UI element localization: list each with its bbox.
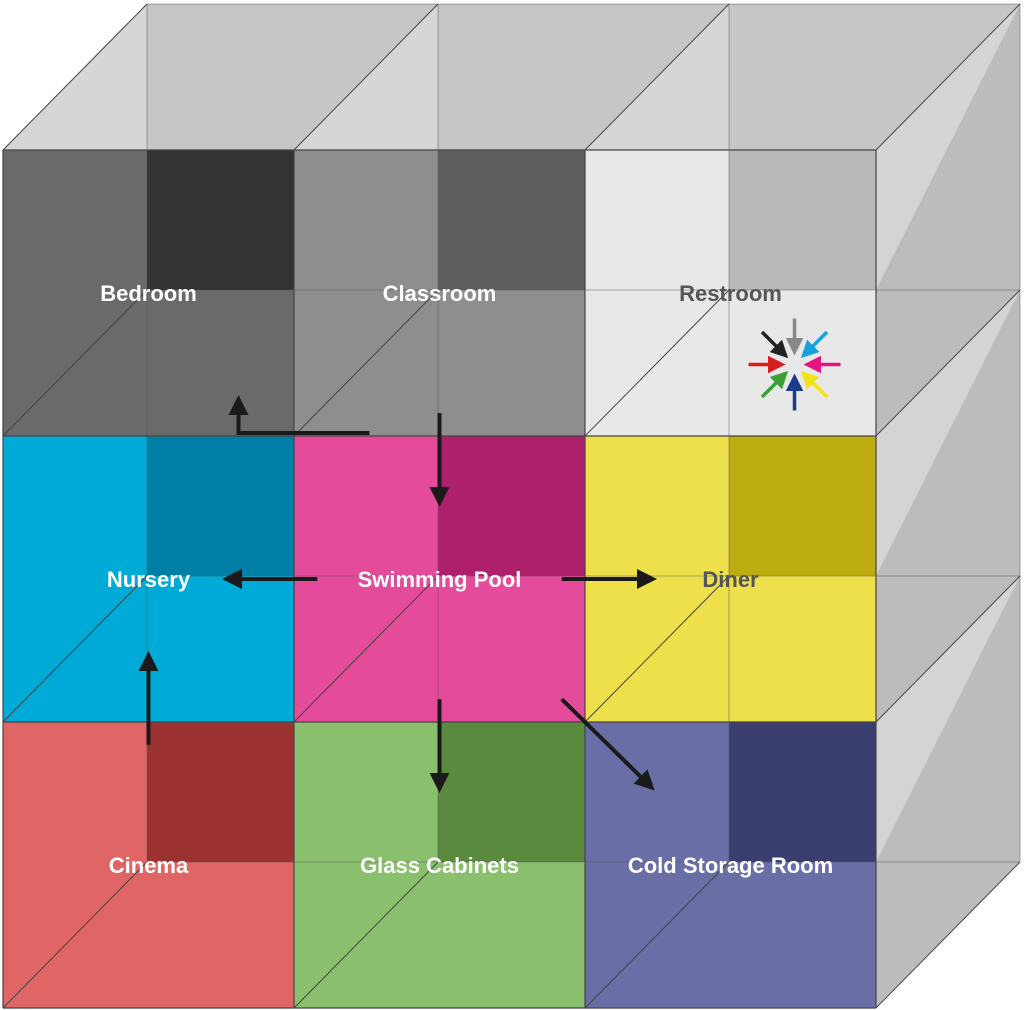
cube-right-shade — [876, 576, 1020, 862]
room-floor — [294, 290, 585, 436]
room-label-restroom: Restroom — [679, 281, 782, 306]
depth-edge — [584, 575, 730, 723]
room-back-wall — [147, 722, 294, 862]
room-back-wall — [729, 436, 876, 576]
room-back-wall — [147, 150, 294, 290]
room-floor — [3, 290, 294, 436]
room-floor — [3, 576, 294, 722]
cube-right-shade — [876, 4, 1020, 290]
legend-arrow — [800, 330, 829, 359]
depth-edge — [2, 289, 148, 437]
depth-edge — [584, 3, 730, 151]
room-glass-cabinets — [294, 722, 585, 1008]
room-label-nursery: Nursery — [107, 567, 191, 592]
depth-edge — [2, 861, 148, 1009]
room-back-wall — [438, 722, 585, 862]
arrow-swimming-pool-to-cold-storage-room — [560, 697, 655, 791]
room-floor — [585, 290, 876, 436]
depth-edge — [2, 3, 148, 151]
room-classroom — [294, 150, 585, 436]
room-floor — [585, 576, 876, 722]
room-floor — [294, 576, 585, 722]
room-label-bedroom: Bedroom — [100, 281, 197, 306]
room-bedroom — [3, 150, 294, 436]
legend-arrow — [760, 370, 789, 399]
depth-edge — [584, 861, 730, 1009]
depth-edge — [293, 575, 439, 723]
cube-edges-layer — [2, 3, 1021, 1009]
room-back-wall — [147, 436, 294, 576]
depth-edge — [875, 289, 1021, 437]
room-label-cinema: Cinema — [109, 853, 189, 878]
labels-layer: Bedroom Classroom Restroom Nursery Swimming … — [100, 281, 833, 878]
depth-edge — [293, 861, 439, 1009]
room-restroom — [585, 150, 876, 436]
room-back-wall — [729, 150, 876, 290]
depth-edge — [584, 289, 730, 437]
room-label-cold-storage-room: Cold Storage Room — [628, 853, 833, 878]
room-back-wall — [438, 436, 585, 576]
depth-edge — [875, 3, 1021, 151]
depth-edge — [293, 3, 439, 151]
depth-edge — [875, 861, 1021, 1009]
legend-arrow — [800, 370, 829, 399]
room-label-glass-cabinets: Glass Cabinets — [360, 853, 519, 878]
depth-edge — [875, 575, 1021, 723]
room-label-swimming-pool: Swimming Pool — [358, 567, 522, 592]
cube-top-face — [3, 4, 1020, 150]
room-label-diner: Diner — [702, 567, 759, 592]
room-label-classroom: Classroom — [383, 281, 497, 306]
cube-right-shade — [876, 290, 1020, 576]
rooms-layer — [3, 150, 876, 1008]
room-back-wall — [729, 722, 876, 862]
direction-legend — [748, 318, 841, 411]
room-floor — [294, 862, 585, 1008]
depth-edge — [2, 575, 148, 723]
depth-edge — [293, 289, 439, 437]
arrows-layer — [138, 395, 658, 793]
room-floor — [3, 862, 294, 1008]
arrow-classroom-to-bedroom — [228, 395, 370, 435]
legend-arrow — [760, 330, 789, 359]
room-back-wall — [438, 150, 585, 290]
room-cinema — [3, 722, 294, 1008]
room-floor — [585, 862, 876, 1008]
